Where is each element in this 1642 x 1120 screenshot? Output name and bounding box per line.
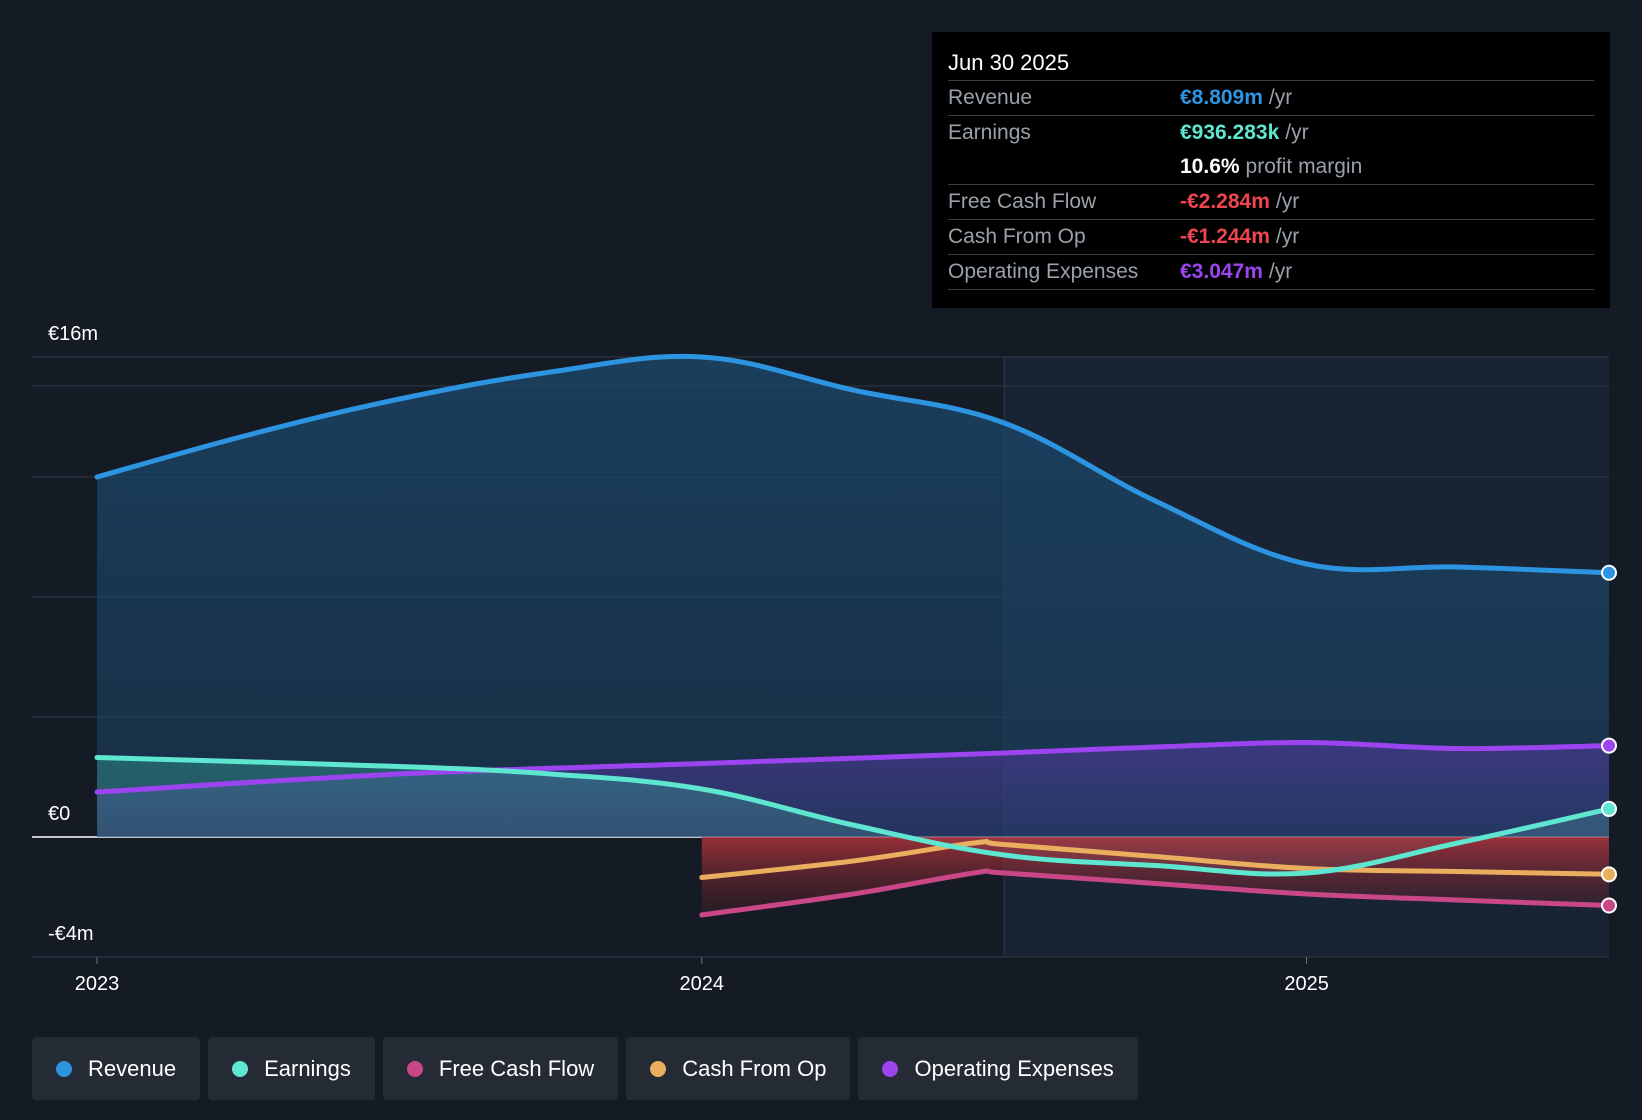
legend-item-earnings[interactable]: Earnings (208, 1037, 375, 1100)
tooltip-row-free-cash-flow: Free Cash Flow -€2.284m /yr (948, 184, 1594, 219)
legend-label: Cash From Op (682, 1055, 827, 1081)
revenue-line (94, 353, 1612, 576)
tooltip-label: Revenue (948, 86, 1033, 109)
series-areas (97, 356, 1609, 915)
tooltip-unit: /yr (1268, 260, 1293, 283)
tooltip-label: Cash From Op (948, 225, 1086, 248)
tooltip-label: Earnings (948, 121, 1031, 144)
tooltip-unit: profit margin (1245, 155, 1363, 178)
x-tick-label: 2025 (1284, 973, 1329, 995)
y-tick-label: €16m (48, 323, 98, 345)
operating-expenses-end-dot[interactable] (1601, 737, 1617, 754)
tooltip-value: €8.809m (1180, 86, 1263, 109)
y-tick-label: €0 (48, 803, 70, 825)
legend-item-free-cash-flow[interactable]: Free Cash Flow (382, 1037, 619, 1100)
legend-item-cash-from-op[interactable]: Cash From Op (626, 1037, 851, 1100)
y-axis-labels: €16m €0 -€4m (48, 323, 98, 945)
legend-item-operating-expenses[interactable]: Operating Expenses (858, 1037, 1138, 1100)
tooltip-value: -€1.244m (1180, 225, 1270, 248)
revenue-end-dot[interactable] (1601, 564, 1617, 581)
tooltip-unit: /yr (1268, 86, 1293, 109)
free-cash-flow-dot-icon (406, 1060, 423, 1077)
cash-from-op-end-dot[interactable] (1601, 866, 1617, 883)
x-tick-label: 2023 (75, 973, 120, 995)
revenue-area (97, 356, 1609, 837)
earnings-line (94, 755, 1612, 877)
cash-from-op-dot-icon (650, 1060, 667, 1077)
earnings-end-dot[interactable] (1601, 800, 1617, 817)
x-tick-label: 2024 (680, 973, 725, 995)
tooltip-unit: /yr (1285, 121, 1309, 144)
legend-label: Operating Expenses (914, 1055, 1114, 1081)
tooltip-value: 10.6% (1180, 155, 1240, 178)
series-lines (94, 353, 1612, 918)
tooltip-unit: /yr (1275, 225, 1300, 248)
revenue-dot-icon (56, 1060, 72, 1077)
legend-label: Earnings (264, 1055, 351, 1081)
tooltip-row-cash-from-op: Cash From Op -€1.244m /yr (948, 219, 1594, 254)
tooltip-label (948, 150, 1180, 184)
tooltip-value: -€2.284m (1180, 190, 1270, 213)
x-axis-labels: 2023 2024 2025 (75, 957, 1329, 995)
tooltip-panel: Jun 30 2025 Revenue €8.809m /yr Earnings… (932, 32, 1610, 308)
operating-expenses-dot-icon (882, 1060, 899, 1077)
y-tick-label: -€4m (48, 923, 94, 945)
free-cash-flow-end-dot[interactable] (1601, 897, 1617, 914)
operating-expenses-line (94, 739, 1612, 795)
legend-label: Revenue (88, 1055, 177, 1081)
tooltip-row-profit-margin: 10.6% profit margin (948, 150, 1594, 184)
tooltip-label: Free Cash Flow (948, 190, 1097, 213)
tooltip-row-earnings: Earnings €936.283k /yr (948, 115, 1594, 150)
free-cash-flow-line (699, 868, 1612, 918)
tooltip-value: €3.047m (1180, 260, 1263, 283)
legend-item-revenue[interactable]: Revenue (32, 1037, 201, 1100)
tooltip-value: €936.283k (1180, 121, 1280, 144)
earnings-dot-icon (232, 1060, 249, 1077)
series-end-dots[interactable] (1601, 564, 1617, 914)
tooltip-unit: /yr (1275, 190, 1300, 213)
tooltip-label: Operating Expenses (948, 260, 1139, 283)
legend-label: Free Cash Flow (438, 1055, 595, 1081)
cash-from-op-line (699, 839, 1612, 880)
tooltip-row-revenue: Revenue €8.809m /yr (948, 80, 1594, 115)
tooltip-row-operating-expenses: Operating Expenses €3.047m /yr (948, 254, 1594, 290)
tooltip-date: Jun 30 2025 (948, 50, 1070, 75)
legend: Revenue Earnings Free Cash Flow Cash Fro… (32, 1037, 1138, 1100)
